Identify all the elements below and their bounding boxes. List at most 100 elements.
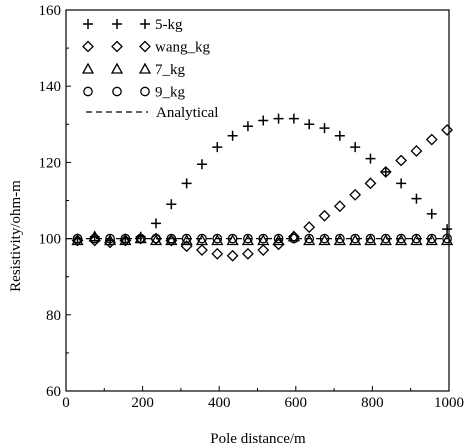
data-point <box>272 234 285 246</box>
data-point <box>440 234 454 246</box>
axes: 0 200 400 600 800 1000 60 80 100 120 140 160 <box>39 3 465 411</box>
data-point <box>227 130 238 141</box>
legend-label: Analytical <box>156 105 218 121</box>
x-axis-title: Pole distance/m <box>210 431 306 447</box>
data-point <box>364 177 377 190</box>
y-tick-label: 120 <box>39 155 62 171</box>
data-point <box>149 234 163 246</box>
data-point <box>425 133 438 146</box>
data-point <box>242 121 253 132</box>
y-tick-label: 80 <box>46 308 61 324</box>
data-point <box>287 230 300 243</box>
data-point <box>196 159 207 170</box>
data-point <box>441 124 454 136</box>
data-marks <box>66 113 454 262</box>
data-point <box>410 145 423 157</box>
data-point <box>195 234 209 246</box>
data-point <box>242 247 254 260</box>
data-point <box>257 234 270 246</box>
data-point <box>395 154 408 167</box>
data-point <box>288 113 299 124</box>
data-point <box>211 247 224 260</box>
data-point <box>425 234 438 246</box>
legend-marker <box>111 40 123 53</box>
legend-item: 9_kg <box>83 85 186 101</box>
legend: 5-kg wang_kg 7_kg 9_kg Analytical <box>81 17 218 121</box>
data-point <box>411 193 422 204</box>
data-point <box>103 234 117 246</box>
data-point <box>350 142 361 153</box>
x-tick-label: 800 <box>361 395 384 411</box>
legend-marker <box>140 86 150 97</box>
y-tick-label: 140 <box>39 79 62 95</box>
data-point <box>226 234 239 246</box>
data-point <box>396 178 407 189</box>
data-point <box>273 113 284 124</box>
data-point <box>196 244 208 256</box>
data-point <box>226 249 239 262</box>
legend-item: 7_kg <box>81 62 186 78</box>
data-point <box>287 230 300 242</box>
data-point <box>257 244 270 256</box>
legend-marker <box>82 40 94 53</box>
legend-marker <box>83 19 93 29</box>
legend-label: wang_kg <box>155 40 210 56</box>
data-point <box>442 233 452 244</box>
data-point <box>71 234 84 246</box>
data-point <box>364 234 377 246</box>
data-point <box>105 233 115 244</box>
data-point <box>258 115 269 126</box>
data-point <box>165 234 178 246</box>
data-point <box>243 233 253 244</box>
y-tick-label: 160 <box>39 3 62 19</box>
legend-label: 9_kg <box>155 85 186 101</box>
data-point <box>365 153 376 164</box>
data-point <box>379 234 392 246</box>
legend-marker <box>138 62 152 74</box>
data-point <box>88 230 101 242</box>
data-point <box>166 199 177 210</box>
data-point <box>334 233 345 244</box>
legend-marker <box>110 62 124 74</box>
data-point <box>333 234 346 246</box>
data-point <box>426 208 437 219</box>
legend-marker <box>139 40 151 53</box>
x-tick-label: 600 <box>285 395 308 411</box>
legend-marker <box>112 86 122 97</box>
legend-label: 5-kg <box>155 17 183 33</box>
data-point <box>410 234 423 246</box>
y-tick-label: 100 <box>39 232 62 248</box>
legend-item: wang_kg <box>82 40 210 56</box>
y-axis-title: Resistivity/ohm-m <box>8 180 24 292</box>
data-point <box>304 233 315 244</box>
data-point <box>319 123 330 134</box>
x-tick-label: 400 <box>208 395 231 411</box>
data-point <box>212 142 223 153</box>
legend-marker <box>83 86 93 97</box>
data-point <box>119 234 132 246</box>
series-7-kg <box>71 230 454 246</box>
data-point <box>318 209 331 222</box>
legend-item: Analytical <box>86 105 218 121</box>
data-point <box>318 234 331 246</box>
data-point <box>304 119 315 130</box>
data-point <box>380 166 391 177</box>
legend-marker <box>112 19 122 29</box>
data-point <box>273 233 284 244</box>
data-point <box>349 188 362 201</box>
data-point <box>349 234 362 246</box>
data-point <box>303 234 316 246</box>
data-point <box>303 221 316 234</box>
x-tick-label: 0 <box>62 395 70 411</box>
legend-marker <box>81 62 95 74</box>
data-point <box>333 200 346 213</box>
x-tick-label: 1000 <box>434 395 464 411</box>
legend-label: 7_kg <box>155 62 186 78</box>
data-point <box>180 234 193 246</box>
data-point <box>241 234 255 246</box>
data-point <box>442 224 453 235</box>
legend-item: 5-kg <box>83 17 183 33</box>
data-point <box>379 166 392 178</box>
